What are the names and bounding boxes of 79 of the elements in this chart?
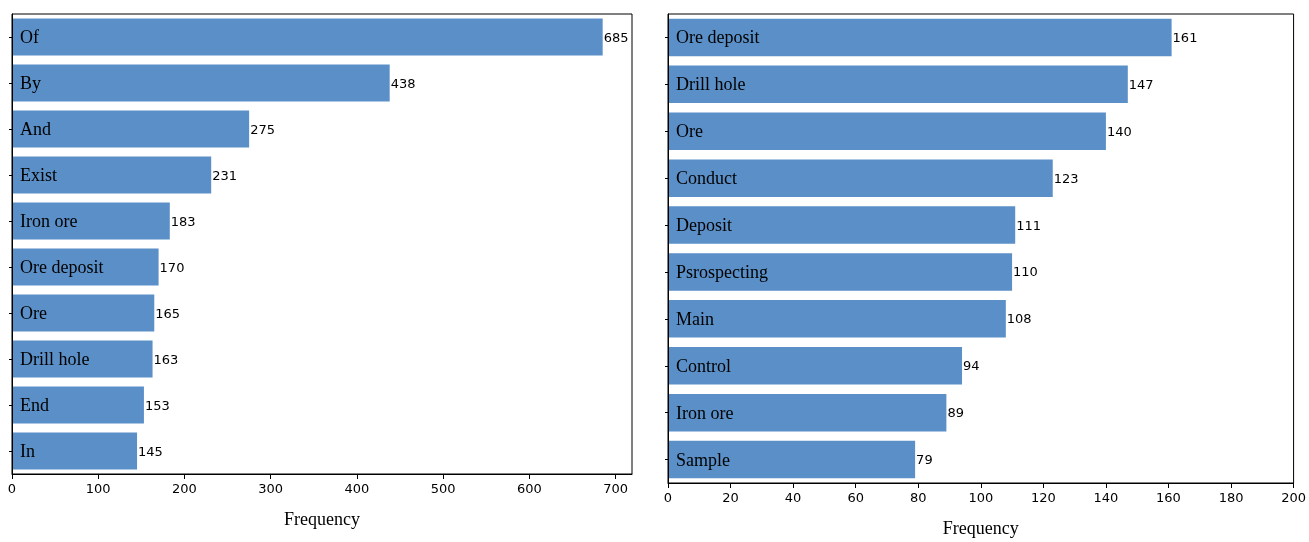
x-tick-label: 300 bbox=[258, 481, 284, 496]
x-axis-title: Frequency bbox=[942, 518, 1019, 538]
y-tick-label: And bbox=[20, 119, 51, 139]
bar bbox=[12, 202, 170, 240]
x-tick-label: 0 bbox=[7, 481, 17, 496]
x-tick-label: 700 bbox=[603, 481, 629, 496]
y-tick-label: Iron ore bbox=[20, 211, 78, 231]
y-tick-label: Deposit bbox=[676, 215, 732, 236]
y-tick-label: Ore bbox=[20, 303, 47, 323]
x-tick-label: 120 bbox=[1030, 490, 1056, 505]
data-label: 438 bbox=[390, 75, 416, 91]
data-label: 111 bbox=[1016, 217, 1042, 233]
x-tick-label: 40 bbox=[784, 490, 802, 505]
y-tick-label: Iron ore bbox=[676, 402, 734, 423]
bar bbox=[668, 18, 1172, 57]
data-label: 79 bbox=[916, 452, 933, 468]
x-tick-label: 600 bbox=[516, 481, 542, 496]
y-tick-label: Psrospecting bbox=[676, 261, 768, 282]
data-label: 89 bbox=[947, 405, 964, 421]
data-label: 94 bbox=[963, 358, 980, 374]
data-label: 163 bbox=[153, 351, 179, 367]
y-tick-label: Sample bbox=[676, 449, 730, 470]
x-tick-label: 20 bbox=[722, 490, 739, 505]
bar bbox=[12, 386, 144, 424]
data-label: 183 bbox=[170, 213, 196, 229]
x-tick-label: 200 bbox=[1281, 490, 1307, 505]
x-tick-label: 100 bbox=[968, 490, 994, 505]
y-tick-label: Drill hole bbox=[20, 349, 90, 369]
x-tick-label: 60 bbox=[847, 490, 864, 505]
bar bbox=[668, 159, 1053, 197]
y-tick-label: Control bbox=[676, 355, 732, 376]
bar bbox=[668, 440, 916, 479]
x-axis-title: Frequency bbox=[284, 509, 360, 529]
x-tick-label: 400 bbox=[344, 481, 370, 496]
y-tick-label: Exist bbox=[20, 165, 58, 185]
data-label: 161 bbox=[1172, 29, 1198, 45]
x-tick-label: 140 bbox=[1093, 490, 1119, 505]
x-tick-label: 500 bbox=[430, 481, 456, 496]
data-label: 108 bbox=[1006, 311, 1032, 327]
data-label: 140 bbox=[1106, 123, 1132, 139]
bar bbox=[668, 253, 1013, 291]
data-label: 153 bbox=[144, 397, 170, 413]
x-tick-label: 80 bbox=[909, 490, 927, 505]
data-label: 275 bbox=[250, 121, 275, 137]
y-tick-label: End bbox=[20, 395, 49, 415]
data-label: 110 bbox=[1013, 264, 1038, 280]
bar bbox=[668, 346, 963, 385]
y-tick-label: Of bbox=[20, 27, 39, 47]
x-tick-label: 0 bbox=[663, 490, 673, 505]
data-label: 170 bbox=[159, 259, 185, 275]
data-label: 123 bbox=[1053, 170, 1079, 186]
x-tick-label: 160 bbox=[1156, 490, 1181, 505]
data-label: 147 bbox=[1128, 76, 1154, 92]
data-label: 231 bbox=[212, 167, 238, 183]
bar bbox=[668, 393, 947, 432]
bar bbox=[668, 65, 1128, 104]
bar bbox=[668, 300, 1006, 338]
y-tick-label: Conduct bbox=[676, 168, 737, 189]
bar bbox=[12, 156, 212, 194]
bar bbox=[12, 110, 250, 148]
y-tick-label: In bbox=[20, 441, 35, 461]
data-label: 145 bbox=[138, 443, 163, 459]
bar bbox=[12, 294, 155, 332]
bar bbox=[12, 18, 603, 56]
y-tick-label: By bbox=[20, 73, 42, 93]
y-tick-label: Drill hole bbox=[676, 74, 746, 95]
data-label: 685 bbox=[603, 29, 629, 45]
y-tick-label: Main bbox=[676, 308, 714, 329]
y-tick-label: Ore deposit bbox=[676, 27, 760, 48]
bar bbox=[668, 206, 1016, 244]
bar bbox=[12, 64, 390, 102]
y-tick-label: Ore bbox=[676, 121, 703, 142]
x-tick-label: 100 bbox=[85, 481, 111, 496]
x-tick-label: 200 bbox=[172, 481, 197, 496]
bar bbox=[12, 432, 138, 470]
bar bbox=[668, 112, 1106, 151]
x-tick-label: 180 bbox=[1218, 490, 1244, 505]
data-label: 165 bbox=[155, 305, 181, 321]
y-tick-label: Ore deposit bbox=[20, 257, 104, 277]
